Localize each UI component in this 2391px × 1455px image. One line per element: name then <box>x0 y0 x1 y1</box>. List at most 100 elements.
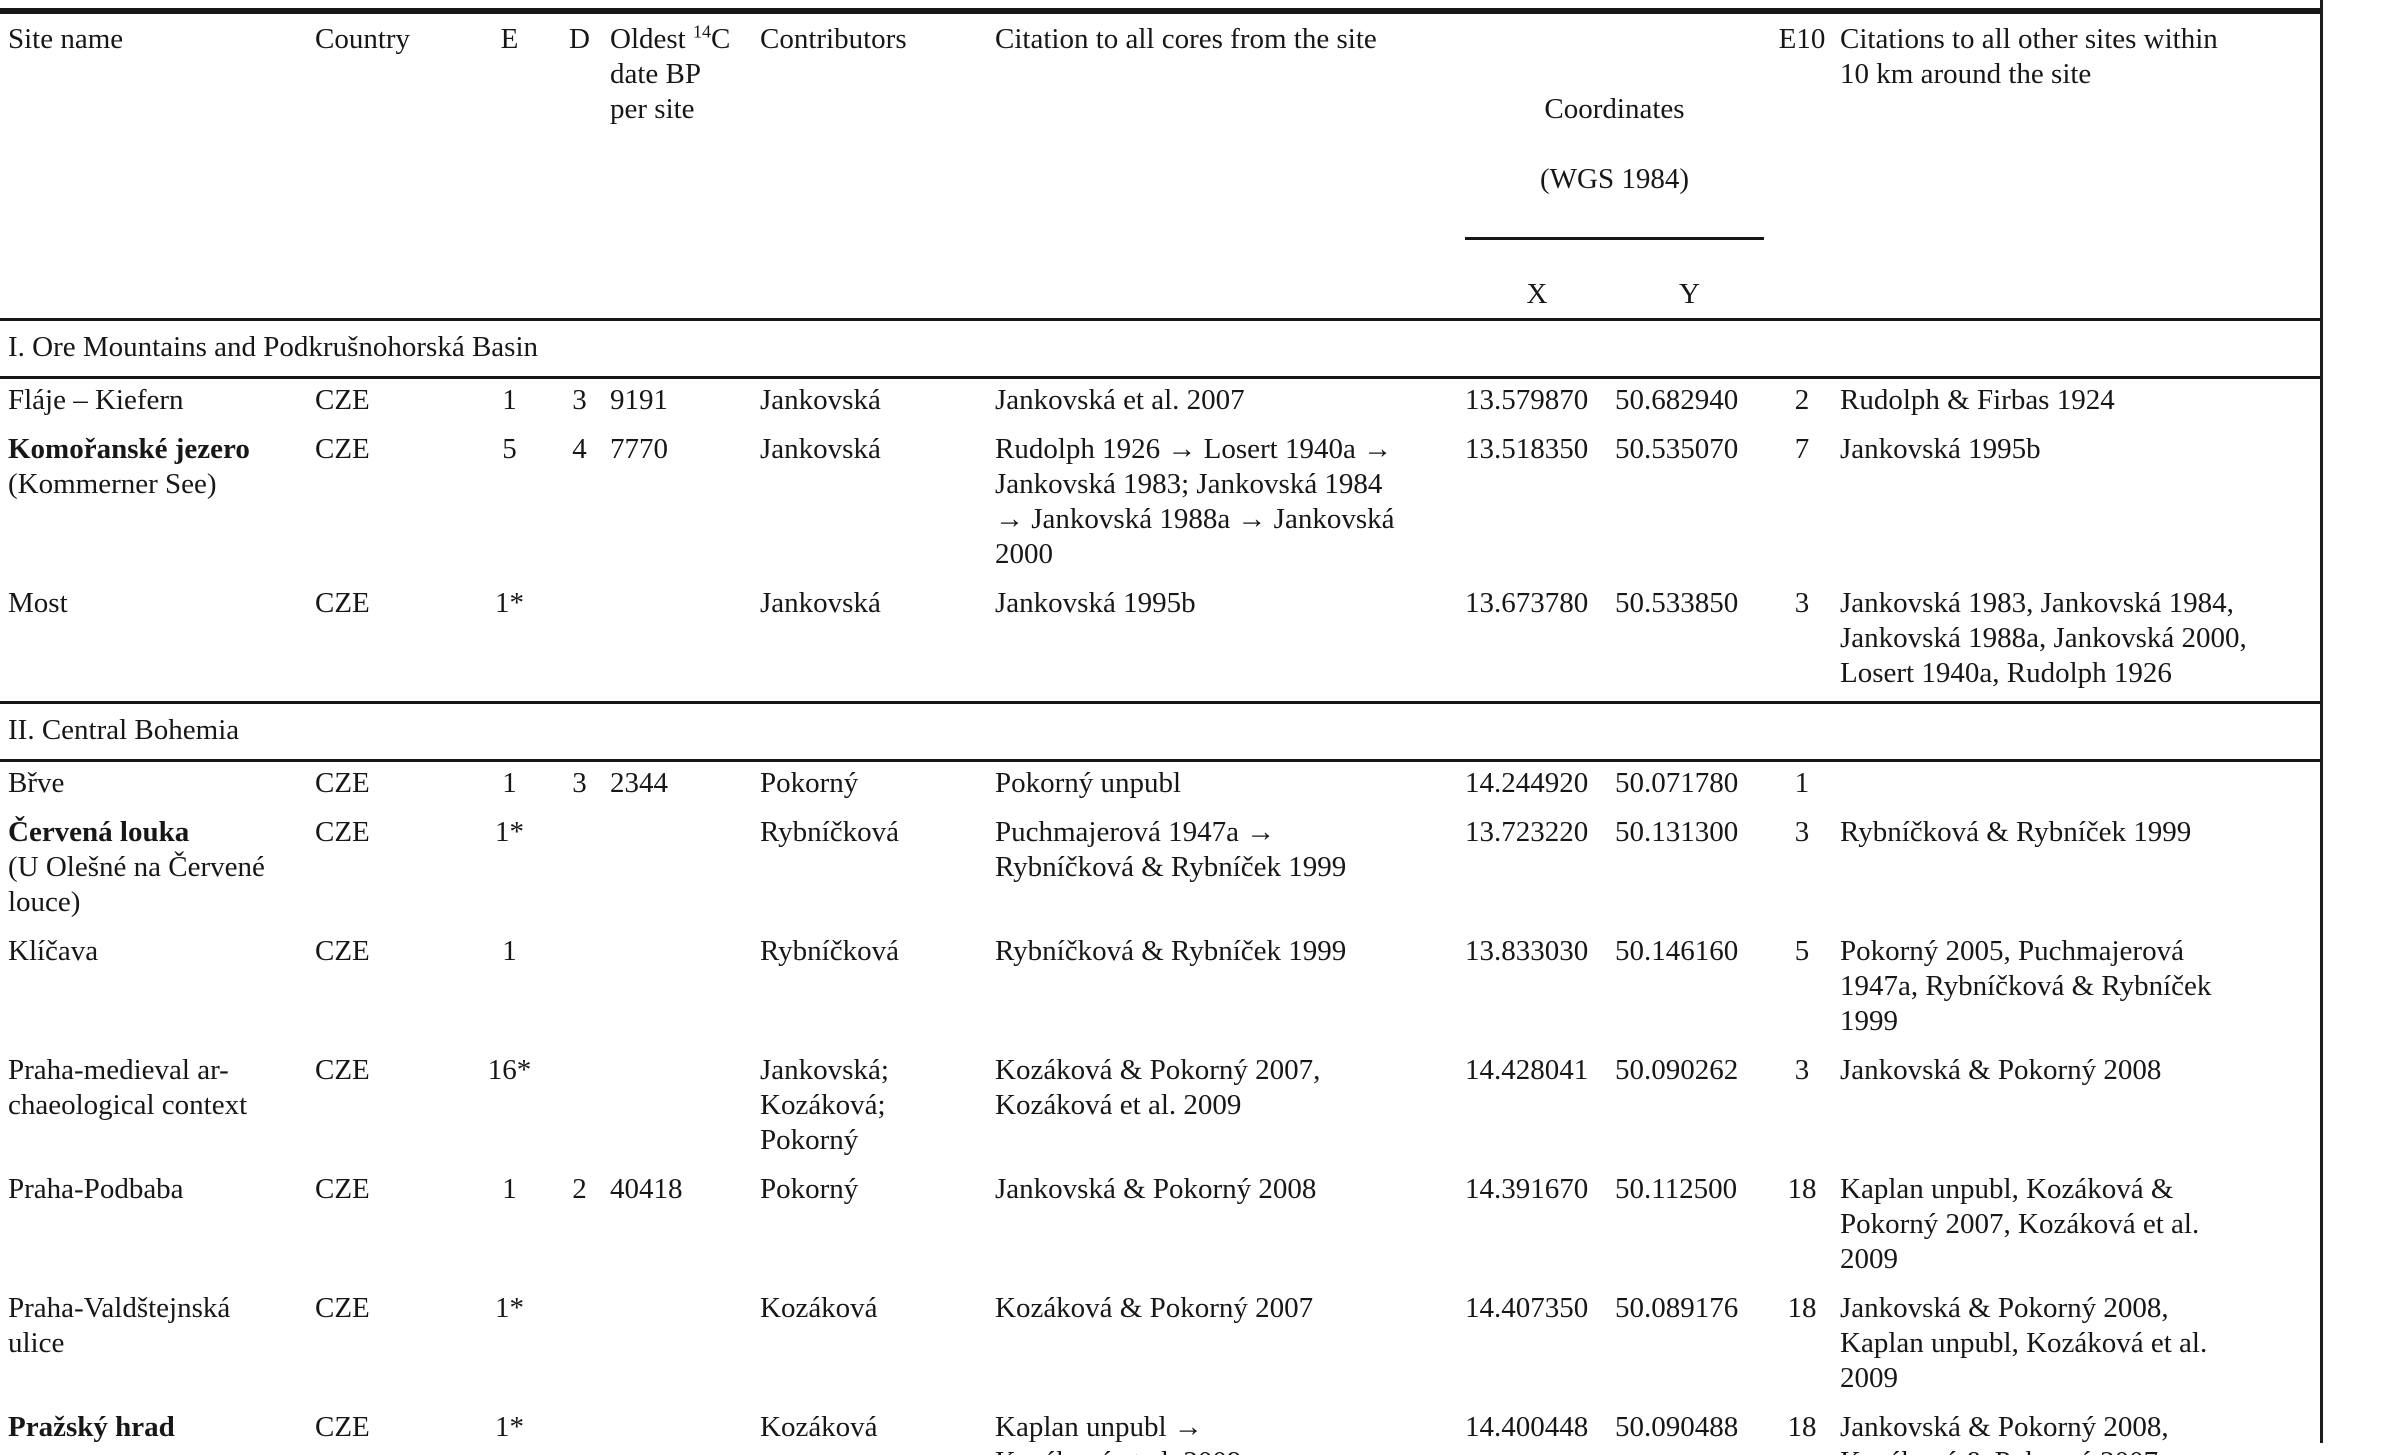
country-cell: CZE <box>315 1054 370 1086</box>
e-cell: 1 <box>502 384 517 416</box>
coord-y-cell: 50.131300 <box>1615 816 1739 848</box>
nearby-citations-cell: Kaplan unpubl, Kozáková & Pokorný 2007, … <box>1840 1173 2200 1275</box>
coord-x-cell: 14.400448 <box>1465 1411 1589 1443</box>
site-name-cell: Pražský hrad <box>0 1406 315 1455</box>
site-row: Červená louka (U Olešné na Červené louce… <box>0 811 2322 930</box>
site-row: Praha-Podbaba CZE 1 2 40418 Pokorný Jankovská … <box>0 1168 2322 1287</box>
e10-cell: 2 <box>1794 384 1810 416</box>
coord-y-cell: 50.146160 <box>1615 935 1739 967</box>
col-header-site-name: Site name <box>8 23 124 55</box>
col-header-d: D <box>569 23 590 55</box>
site-row: Praha-Valdštejnská ulice CZE 1* Kozáková Koz… <box>0 1287 2322 1406</box>
d-cell: 3 <box>572 384 587 416</box>
e-cell: 1 <box>502 767 517 799</box>
site-name: Praha-Podbaba <box>8 1173 184 1205</box>
d-cell: 2 <box>572 1173 587 1205</box>
oldest-date-cell <box>610 930 760 1049</box>
coord-x-cell: 13.673780 <box>1465 587 1589 619</box>
core-citation-cell: Jankovská 1995b <box>995 587 1196 619</box>
e10-cell: 18 <box>1787 1173 1817 1205</box>
country-cell: CZE <box>315 816 370 848</box>
table-header: Site name Country E D Oldest 14C date BP p… <box>0 11 2323 320</box>
e10-cell: 3 <box>1794 816 1810 848</box>
col-header-e10: E10 <box>1778 23 1826 55</box>
oldest-date-cell: 2344 <box>610 767 668 799</box>
site-name: Červená louka <box>8 816 190 848</box>
section-title-row: I. Ore Mountains and Podkrušnohorská Bas… <box>0 318 2323 379</box>
core-citation-cell: Rudolph 1926 → Losert 1940a → Jankovská … <box>995 433 1395 570</box>
oldest-date-cell: 9191 <box>610 384 668 416</box>
e10-cell: 3 <box>1794 1054 1810 1086</box>
contributors-cell: Kozáková <box>760 1411 878 1443</box>
coord-y-cell: 50.533850 <box>1615 587 1739 619</box>
site-row: Břve CZE 1 3 2344 Pokorný Pokorný unpubl 14.244… <box>0 761 2322 812</box>
coord-x-cell: 14.428041 <box>1465 1054 1589 1086</box>
d-cell: 4 <box>572 433 587 465</box>
country-cell: CZE <box>315 1173 370 1205</box>
nearby-citations-cell: Jankovská & Pokorný 2008, Kaplan unpubl,… <box>1840 1292 2208 1394</box>
e-cell: 1 <box>502 935 517 967</box>
site-name-cell: Praha-Valdštejnská ulice <box>0 1287 315 1406</box>
nearby-citations-cell <box>1840 761 2322 812</box>
contributors-cell: Rybníčková <box>760 935 899 967</box>
nearby-citations-cell: Rybníčková & Rybníček 1999 <box>1840 816 2192 848</box>
site-row: Fláje – Kiefern CZE 1 3 9191 Jankovská Jankovs… <box>0 378 2322 429</box>
coord-y-cell: 50.071780 <box>1615 767 1739 799</box>
coord-x-cell: 13.579870 <box>1465 384 1589 416</box>
e-cell: 1* <box>495 587 524 619</box>
e-cell: 1* <box>495 816 524 848</box>
e-cell: 1 <box>502 1173 517 1205</box>
col-header-country: Country <box>315 23 411 55</box>
site-row: Komořanské jezero (Kommerner See) CZE 5 4 77… <box>0 428 2322 582</box>
coord-y-cell: 50.090488 <box>1615 1411 1739 1443</box>
nearby-citations-cell: Jankovská 1983, Jankovská 1984, Jankovsk… <box>1840 587 2247 689</box>
contributors-cell: Jankovská; Kozáková; Pokorný <box>760 1054 889 1156</box>
d-cell <box>555 930 610 1049</box>
contributors-cell: Jankovská <box>760 587 881 619</box>
contributors-cell: Pokorný <box>760 767 859 799</box>
site-name-cell: Praha-Podbaba <box>0 1168 315 1287</box>
site-name: Most <box>8 587 68 619</box>
page-edge-line <box>2320 0 2323 1443</box>
e-cell: 1* <box>495 1292 524 1324</box>
section-title-row: II. Central Bohemia <box>0 701 2323 762</box>
oldest-date-cell: 7770 <box>610 433 668 465</box>
nearby-citations-cell: Rudolph & Firbas 1924 <box>1840 384 2115 416</box>
country-cell: CZE <box>315 433 370 465</box>
d-cell <box>555 1049 610 1168</box>
d-cell: 3 <box>572 767 587 799</box>
coord-x-cell: 13.833030 <box>1465 935 1589 967</box>
coord-y-cell: 50.089176 <box>1615 1292 1739 1324</box>
site-row: Pražský hrad CZE 1* Kozáková Kaplan unpubl →… <box>0 1406 2322 1455</box>
site-name: Praha-Valdštejnská ulice <box>8 1292 231 1359</box>
site-name-cell: Břve <box>0 761 315 812</box>
coord-y-cell: 50.090262 <box>1615 1054 1739 1086</box>
country-cell: CZE <box>315 767 370 799</box>
section-title: I. Ore Mountains and Podkrušnohorská Bas… <box>0 318 2323 379</box>
oldest-date-cell <box>610 1406 760 1455</box>
nearby-citations-cell: Pokorný 2005, Puchmajerová 1947a, Rybníč… <box>1840 935 2212 1037</box>
coord-x-cell: 14.244920 <box>1465 767 1589 799</box>
site-name: Břve <box>8 767 65 799</box>
site-name-cell: Fláje – Kiefern <box>0 378 315 429</box>
col-header-x: X <box>1526 278 1548 310</box>
e10-cell: 18 <box>1787 1292 1817 1324</box>
d-cell <box>555 1406 610 1455</box>
coord-x-cell: 14.391670 <box>1465 1173 1589 1205</box>
col-header-coordinates-group: Coordinates (WGS 1984) <box>1465 11 1770 277</box>
site-name-cell: Červená louka (U Olešné na Červené louce… <box>8 816 265 918</box>
core-citation-cell: Rybníčková & Rybníček 1999 <box>995 935 1347 967</box>
e10-cell: 5 <box>1794 935 1810 967</box>
coord-y-cell: 50.682940 <box>1615 384 1739 416</box>
d-cell <box>555 582 610 703</box>
d-cell <box>555 1287 610 1406</box>
e-cell: 1* <box>495 1411 524 1443</box>
header-row: Site name Country E D Oldest 14C date BP p… <box>0 11 2322 277</box>
col-header-core-citation: Citation to all cores from the site <box>995 23 1377 55</box>
coord-y-cell: 50.535070 <box>1615 433 1739 465</box>
contributors-cell: Jankovská <box>760 433 881 465</box>
col-header-e: E <box>500 23 519 55</box>
coordinates-group-label: Coordinates (WGS 1984) <box>1465 57 1765 240</box>
oldest-date-cell: 40418 <box>610 1173 683 1205</box>
